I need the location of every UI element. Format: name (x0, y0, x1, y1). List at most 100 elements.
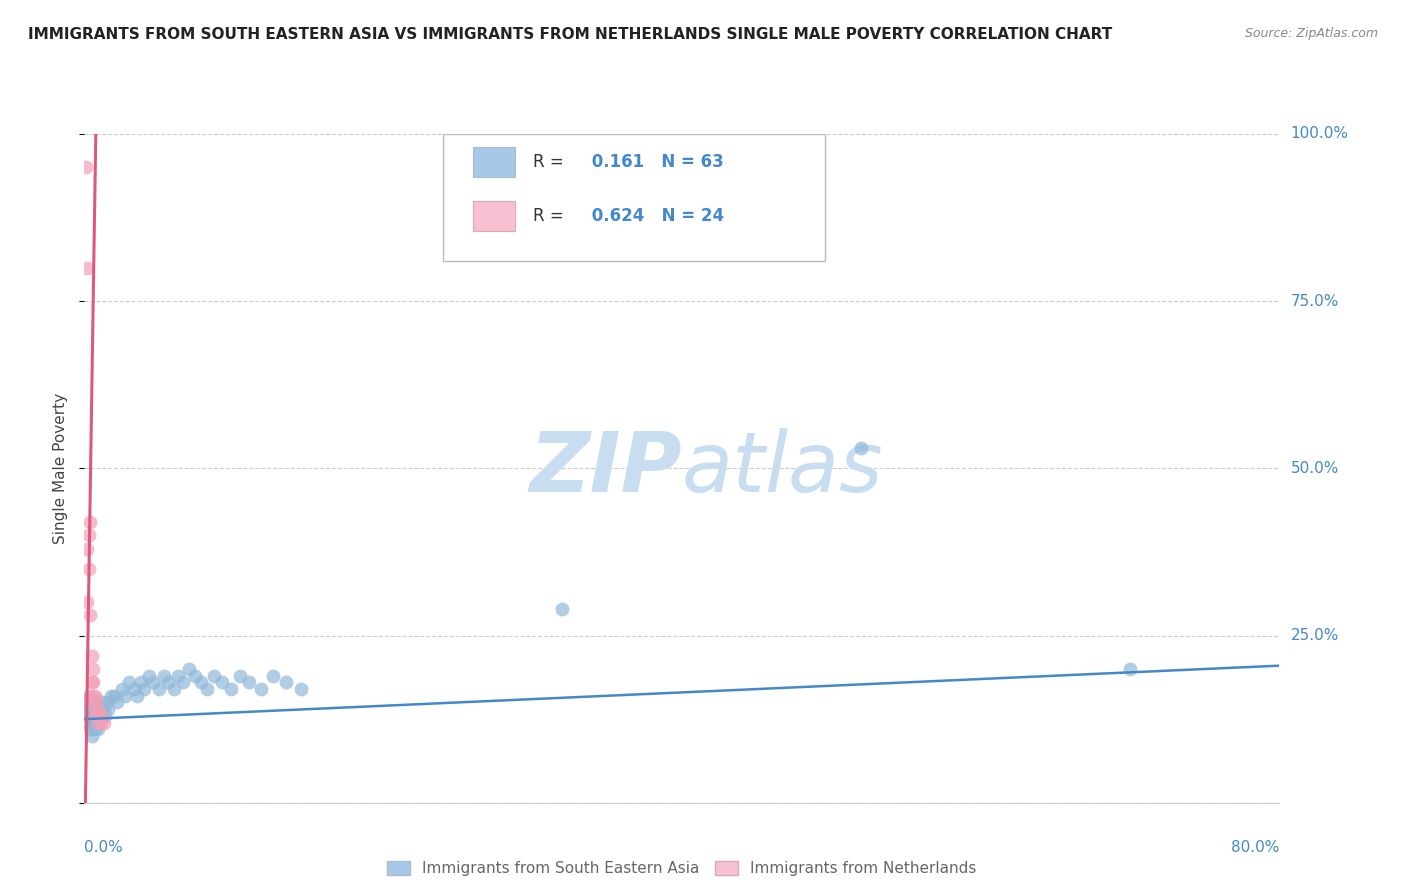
Point (96, 696, 118, 710)
Point (90, 708, 112, 723)
Point (79, 696, 101, 710)
Point (89, 715, 111, 730)
Point (87, 702, 110, 716)
Point (138, 669, 160, 683)
Y-axis label: Single Male Poverty: Single Male Poverty (52, 392, 67, 544)
Point (849, 442, 872, 456)
Point (82, 675, 104, 690)
Point (77, 702, 100, 716)
Point (77, 689, 100, 703)
Point (238, 675, 260, 690)
Text: 25.0%: 25.0% (1291, 628, 1339, 643)
Point (77, 528, 100, 542)
Legend: Immigrants from South Eastern Asia, Immigrants from Netherlands: Immigrants from South Eastern Asia, Immi… (381, 855, 983, 882)
Text: R =: R = (533, 153, 568, 171)
Point (195, 681, 218, 696)
Point (167, 669, 190, 683)
Point (91, 696, 114, 710)
Point (83, 708, 105, 723)
Point (103, 689, 125, 703)
Point (83, 689, 105, 703)
Point (152, 669, 174, 683)
Point (76, 595, 98, 609)
Text: Source: ZipAtlas.com: Source: ZipAtlas.com (1244, 27, 1378, 40)
Point (551, 602, 574, 616)
Point (122, 681, 145, 696)
Point (86, 708, 108, 723)
Point (89, 702, 111, 716)
Point (274, 675, 297, 690)
Point (249, 681, 271, 696)
Point (87, 723, 110, 737)
Point (105, 696, 128, 710)
Text: 0.0%: 0.0% (84, 839, 124, 855)
Point (262, 669, 284, 683)
Point (83, 702, 105, 716)
Point (142, 675, 165, 690)
Text: 75.0%: 75.0% (1291, 293, 1339, 309)
Point (148, 681, 170, 696)
Point (82, 702, 104, 716)
Point (228, 669, 252, 683)
Point (177, 662, 200, 676)
Text: 0.161   N = 63: 0.161 N = 63 (586, 153, 724, 171)
Point (80, 689, 103, 703)
Point (125, 689, 148, 703)
Point (79, 515, 101, 529)
Point (114, 689, 136, 703)
Point (75, 692, 97, 706)
Point (79, 708, 101, 723)
Bar (472, 201, 515, 231)
Point (211, 675, 233, 690)
Point (76, 260, 98, 275)
Text: atlas: atlas (682, 428, 883, 508)
Point (76, 541, 98, 556)
Point (118, 675, 141, 690)
Point (1119, 662, 1142, 676)
Bar (472, 147, 515, 178)
Point (76, 696, 98, 710)
Point (93, 702, 115, 716)
Point (86, 702, 108, 716)
Point (80, 675, 103, 690)
Point (100, 689, 122, 703)
Text: 50.0%: 50.0% (1291, 461, 1339, 475)
Point (87, 715, 110, 730)
Point (132, 681, 156, 696)
Point (219, 681, 242, 696)
Point (79, 608, 101, 623)
Text: 0.624   N = 24: 0.624 N = 24 (586, 207, 724, 225)
Point (93, 715, 115, 730)
Point (83, 723, 105, 737)
Point (80, 648, 103, 663)
Point (77, 715, 100, 730)
Point (75, 698, 97, 713)
Point (184, 669, 207, 683)
Point (83, 696, 105, 710)
Point (80, 708, 103, 723)
FancyBboxPatch shape (443, 134, 825, 261)
Point (163, 681, 186, 696)
Point (77, 562, 100, 576)
Point (80, 696, 103, 710)
Point (86, 715, 108, 730)
Text: IMMIGRANTS FROM SOUTH EASTERN ASIA VS IMMIGRANTS FROM NETHERLANDS SINGLE MALE PO: IMMIGRANTS FROM SOUTH EASTERN ASIA VS IM… (28, 27, 1112, 42)
Point (157, 675, 180, 690)
Point (290, 681, 312, 696)
Point (97, 702, 120, 716)
Text: 100.0%: 100.0% (1291, 127, 1348, 141)
Point (91, 708, 114, 723)
Point (79, 723, 101, 737)
Point (202, 669, 225, 683)
Point (86, 692, 108, 706)
Point (190, 675, 212, 690)
Point (82, 715, 104, 730)
Point (82, 662, 104, 676)
Point (111, 681, 134, 696)
Point (90, 715, 112, 730)
Text: 80.0%: 80.0% (1232, 839, 1279, 855)
Point (80, 729, 103, 743)
Point (87, 708, 110, 723)
Point (89, 708, 111, 723)
Point (172, 675, 194, 690)
